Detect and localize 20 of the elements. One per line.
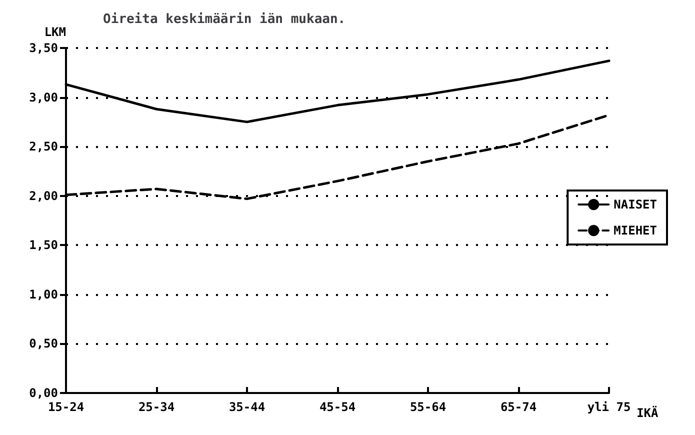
- x-axis-title: IKÄ: [636, 405, 660, 420]
- chart-title: Oireita keskimäärin iän mukaan.: [103, 12, 346, 27]
- y-axis-title: LKM: [44, 25, 66, 39]
- y-tick-label: 0,00: [29, 386, 58, 400]
- x-tick-label: 55-64: [410, 400, 446, 414]
- x-tick-label: yli 75: [587, 400, 631, 414]
- y-tick-label: 2,50: [29, 140, 58, 154]
- legend-label: MIEHET: [614, 224, 658, 238]
- y-tick-label: 1,00: [29, 287, 58, 302]
- y-tick-label: 3,50: [29, 41, 58, 55]
- y-tick-label: 0,50: [29, 336, 58, 351]
- y-tick-label: 1,50: [29, 238, 58, 252]
- legend-label: NAISET: [614, 198, 658, 212]
- y-tick-label: 3,00: [29, 90, 58, 104]
- x-tick-label: 25-34: [138, 400, 175, 414]
- x-tick-label: 35-44: [228, 400, 266, 414]
- x-tick-label: 45-54: [319, 400, 356, 414]
- x-tick-label: 65-74: [500, 400, 537, 414]
- y-tick-label: 2,00: [29, 188, 58, 203]
- x-tick-label: 15-24: [48, 400, 84, 414]
